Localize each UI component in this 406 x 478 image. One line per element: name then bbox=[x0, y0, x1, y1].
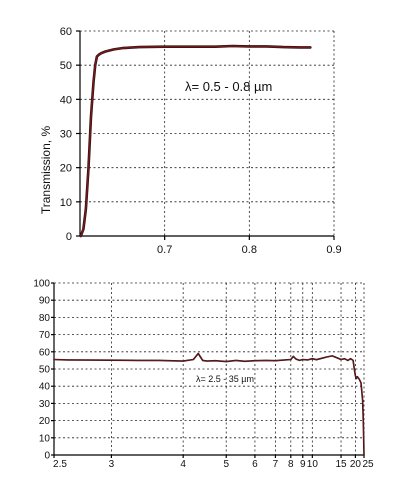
y-tick-label: 20 bbox=[39, 416, 51, 427]
x-tick-label: 5 bbox=[223, 459, 229, 470]
x-tick-label: 15 bbox=[335, 459, 347, 470]
x-tick-label: 0.9 bbox=[326, 244, 341, 256]
y-tick-label: 10 bbox=[60, 197, 72, 209]
x-tick-label: 9 bbox=[300, 459, 306, 470]
y-tick-label: 70 bbox=[39, 330, 51, 341]
series-line bbox=[53, 353, 365, 456]
wavelength-range-annotation: λ= 2.5 - 35 µm bbox=[196, 374, 254, 384]
y-tick-label: 40 bbox=[39, 382, 51, 393]
x-tick-label: 8 bbox=[288, 459, 294, 470]
y-axis-label: Transmission, % bbox=[39, 126, 53, 215]
x-tick-label: 0.7 bbox=[157, 244, 172, 256]
wavelength-range-annotation: λ= 0.5 - 0.8 µm bbox=[185, 79, 272, 94]
y-tick-label: 30 bbox=[39, 399, 51, 410]
y-tick-label: 100 bbox=[33, 279, 50, 290]
x-tick-label: 2.5 bbox=[53, 459, 67, 470]
series-line bbox=[80, 45, 312, 237]
y-tick-label: 0 bbox=[44, 451, 50, 462]
y-tick-label: 60 bbox=[60, 26, 72, 38]
transmission-chart-visible: 0 10 20 30 40 50 60 0.7 0.8 0.9 Transmission, % λ… bbox=[39, 26, 342, 256]
x-tick-label: 7 bbox=[273, 459, 279, 470]
y-tick-label: 60 bbox=[39, 347, 51, 358]
y-tick-label: 0 bbox=[66, 231, 72, 243]
y-tick-label: 50 bbox=[60, 60, 72, 72]
y-tick-label: 90 bbox=[39, 296, 51, 307]
y-tick-label: 50 bbox=[39, 365, 51, 376]
y-tick-label: 40 bbox=[60, 94, 72, 106]
series-line-shadow bbox=[79, 44, 312, 238]
y-tick-label: 10 bbox=[39, 433, 51, 444]
x-tick-label: 4 bbox=[180, 459, 186, 470]
x-tick-label: 3 bbox=[109, 459, 115, 470]
y-tick-label: 30 bbox=[60, 129, 72, 141]
x-tick-label: 0.8 bbox=[242, 244, 257, 256]
y-tick-label: 20 bbox=[60, 163, 72, 175]
x-tick-label: 6 bbox=[252, 459, 258, 470]
x-tick-label: 25 bbox=[362, 459, 374, 470]
x-tick-label: 10 bbox=[307, 459, 319, 470]
y-tick-label: 80 bbox=[39, 313, 51, 324]
x-tick-label: 20 bbox=[350, 459, 362, 470]
